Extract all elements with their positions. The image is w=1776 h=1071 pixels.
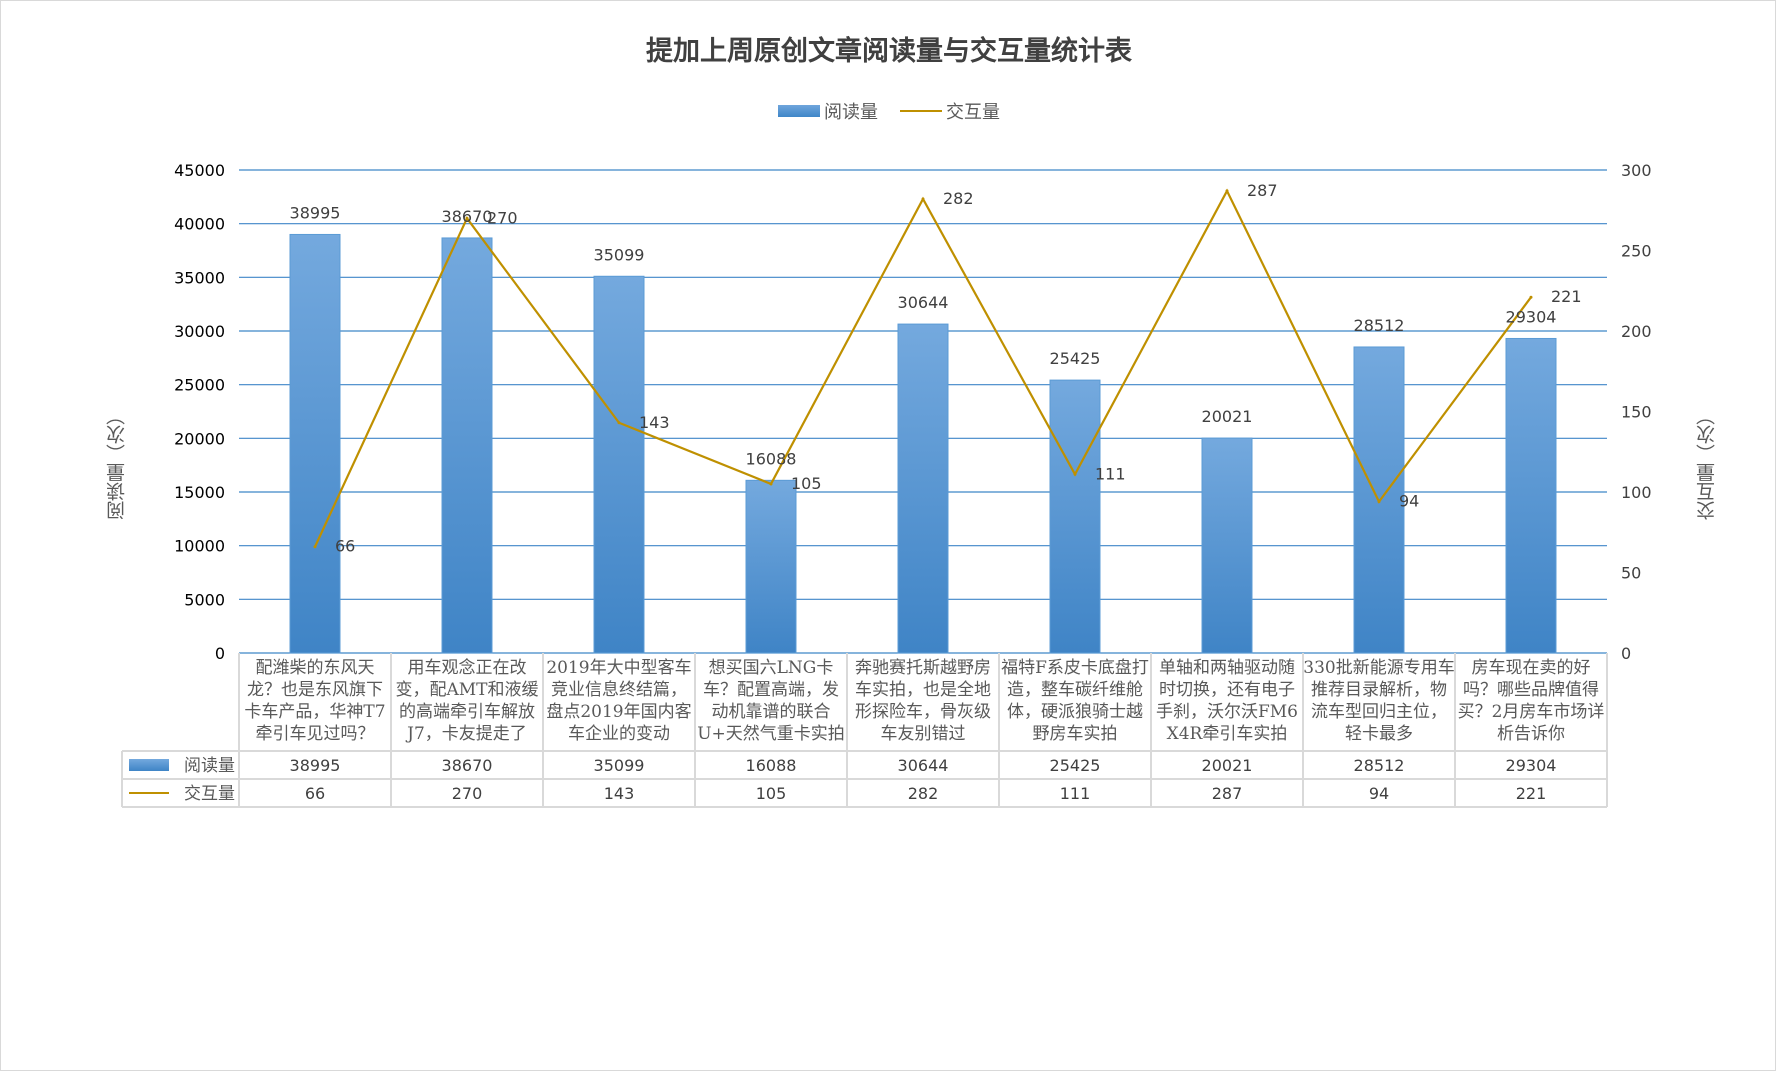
y-left-tick-label: 30000 — [174, 322, 225, 341]
bar-data-label: 28512 — [1354, 316, 1405, 335]
y-right-tick-label: 300 — [1621, 161, 1652, 180]
bar-data-label: 38670 — [442, 207, 493, 226]
line-data-label: 270 — [487, 208, 518, 227]
chart-title: 提加上周原创文章阅读量与交互量统计表 — [646, 36, 1132, 67]
table-cell: 16088 — [745, 756, 797, 775]
bar-data-label: 29304 — [1506, 307, 1557, 326]
bar-data-label: 30644 — [898, 293, 949, 312]
table-cell: 38670 — [441, 756, 493, 775]
table-cell: 270 — [451, 784, 483, 803]
table-cell: 66 — [304, 784, 326, 803]
table-cell: 20021 — [1201, 756, 1253, 775]
legend-label-reads: 阅读量 — [824, 102, 878, 123]
bar — [289, 233, 341, 654]
category-label: 2019年大中型客车竞业信息终结篇，盘点2019年国内客车企业的变动 — [546, 658, 692, 744]
line-data-label: 111 — [1095, 464, 1126, 483]
legend-swatch-bar — [778, 105, 820, 117]
y-right-tick-label: 200 — [1621, 322, 1652, 341]
line-data-label: 282 — [943, 189, 974, 208]
bar — [441, 237, 493, 654]
category-label: 福特F系皮卡底盘打造，整车碳纤维舱体，硬派狼骑士越野房车实拍 — [1001, 658, 1149, 744]
bar — [593, 275, 645, 654]
y-left-tick-label: 10000 — [174, 537, 225, 556]
line-point — [1529, 295, 1533, 299]
line-point — [769, 482, 773, 486]
y-right-tick-label: 0 — [1621, 644, 1631, 663]
table-cell: 143 — [603, 784, 635, 803]
legend-label-interactions: 交互量 — [946, 102, 1000, 123]
table-key-bar — [129, 759, 169, 771]
table-cell: 38995 — [289, 756, 341, 775]
table-cell: 35099 — [593, 756, 645, 775]
table-cell: 28512 — [1353, 756, 1405, 775]
line-point — [1225, 189, 1229, 193]
legend-item-interactions: 交互量 — [900, 98, 1000, 124]
y-left-tick-label: 15000 — [174, 483, 225, 502]
bar-data-label: 25425 — [1050, 349, 1101, 368]
bar-data-label: 20021 — [1202, 407, 1253, 426]
line-data-label: 287 — [1247, 181, 1278, 200]
line-point — [465, 216, 469, 220]
bar — [897, 323, 949, 654]
category-label: 330批新能源专用车推荐目录解析，物流车型回归主位，轻卡最多 — [1303, 658, 1455, 744]
table-cell: 282 — [907, 784, 939, 803]
y-left-tick-label: 5000 — [184, 590, 225, 609]
line-data-label: 143 — [639, 413, 670, 432]
category-label: 房车现在卖的好吗？哪些品牌值得买？2月房车市场详析告诉你 — [1457, 658, 1605, 744]
category-label: 用车观念正在改变，配AMT和液缓的高端牵引车解放J7，卡友提走了 — [395, 658, 539, 744]
table-cell: 30644 — [897, 756, 949, 775]
line-data-label: 66 — [335, 537, 355, 556]
category-label: 想买国六LNG卡车？配置高端，发动机靠谱的联合U+天然气重卡实拍 — [697, 658, 845, 744]
category-label: 配潍柴的东风天龙？也是东风旗下卡车产品，华神T7牵引车见过吗？ — [244, 658, 386, 744]
table-cell: 29304 — [1505, 756, 1557, 775]
y-right-tick-label: 50 — [1621, 564, 1641, 583]
y-right-tick-label: 150 — [1621, 403, 1652, 422]
y-left-tick-label: 20000 — [174, 429, 225, 448]
y-left-tick-label: 35000 — [174, 268, 225, 287]
bar — [1505, 337, 1557, 654]
bar — [745, 479, 797, 654]
y-left-tick-label: 45000 — [174, 161, 225, 180]
category-label: 奔驰赛托斯越野房车实拍，也是全地形探险车，骨灰级车友别错过 — [855, 658, 991, 744]
bar-data-label: 16088 — [746, 449, 797, 468]
line-point — [617, 421, 621, 425]
line-point — [921, 197, 925, 201]
line-point — [1377, 500, 1381, 504]
bar — [1049, 379, 1101, 654]
table-cell: 94 — [1368, 784, 1390, 803]
y-right-tick-label: 250 — [1621, 242, 1652, 261]
line-point — [313, 545, 317, 549]
bar — [1201, 437, 1253, 654]
legend-item-reads: 阅读量 — [778, 98, 878, 124]
line-point — [1073, 472, 1077, 476]
y-right-tick-label: 100 — [1621, 483, 1652, 502]
y-left-tick-label: 25000 — [174, 376, 225, 395]
bar-data-label: 38995 — [290, 203, 341, 222]
line-data-label: 105 — [791, 474, 822, 493]
table-cell: 105 — [755, 784, 787, 803]
y-left-tick-label: 40000 — [174, 215, 225, 234]
table-row-label-reads: 阅读量 — [184, 756, 235, 776]
bar-data-label: 35099 — [594, 245, 645, 264]
y-left-tick-label: 0 — [215, 644, 225, 663]
table-cell: 287 — [1211, 784, 1243, 803]
table-cell: 25425 — [1049, 756, 1101, 775]
line-data-label: 221 — [1551, 287, 1582, 306]
line-data-label: 94 — [1399, 492, 1419, 511]
category-label: 单轴和两轴驱动随时切换，还有电子手刹，沃尔沃FM6 X4R牵引车实拍 — [1155, 658, 1299, 744]
legend: 阅读量 交互量 — [1, 98, 1775, 124]
legend-swatch-line — [900, 110, 942, 112]
table-cell: 221 — [1515, 784, 1547, 803]
table-row-label-interactions: 交互量 — [184, 784, 235, 804]
table-cell: 111 — [1059, 784, 1091, 803]
